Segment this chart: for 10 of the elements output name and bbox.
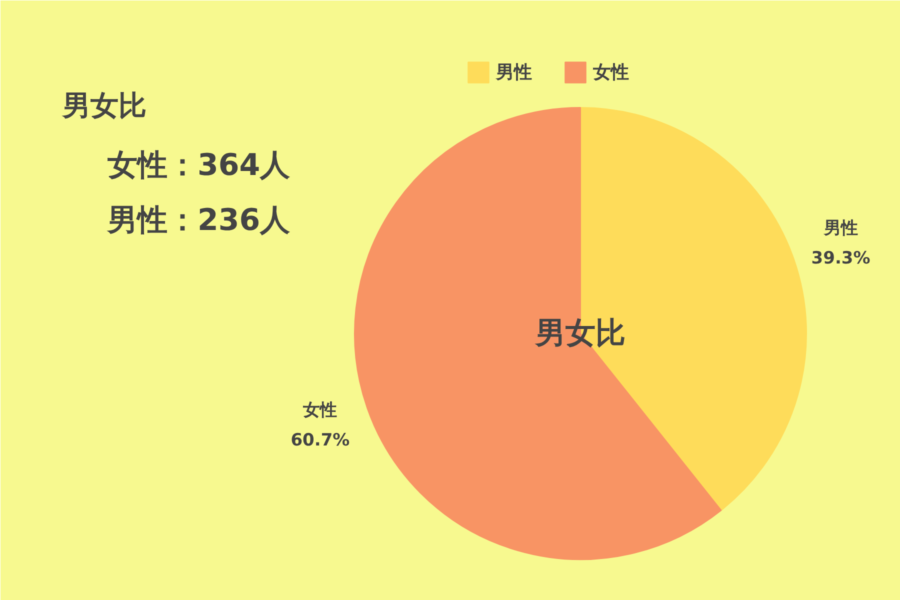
data-label: 39.3% (811, 248, 870, 269)
text: 男性：236人 (106, 203, 292, 238)
text: 男女比 (62, 89, 146, 122)
text: 女性：364人 (106, 148, 292, 183)
legend-label: 女性 (593, 61, 629, 84)
slice-label: 男性 (822, 218, 858, 239)
slice-label: 女性 (302, 400, 338, 420)
legend-label: 男性 (496, 61, 532, 84)
data-label: 60.7% (290, 430, 350, 450)
text: 男女比 (534, 316, 626, 351)
